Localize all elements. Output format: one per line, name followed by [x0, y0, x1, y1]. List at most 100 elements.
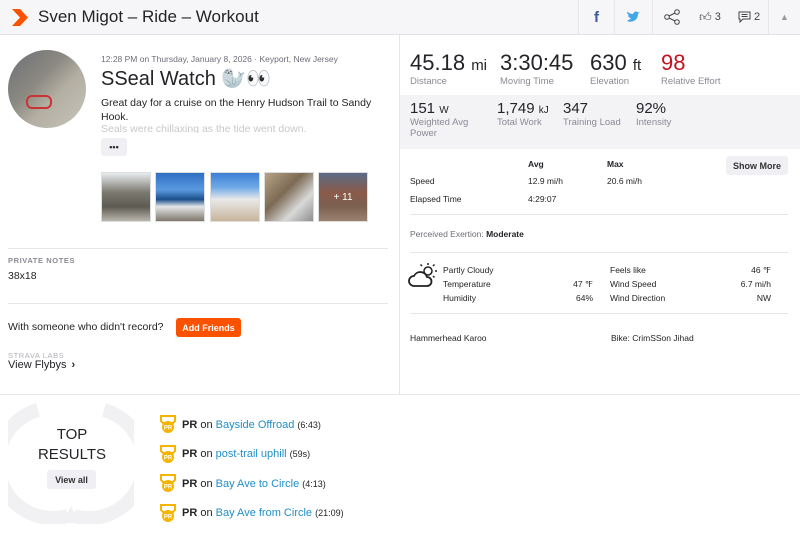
photo-thumbnail[interactable] — [264, 172, 314, 222]
svg-text:PR: PR — [164, 514, 173, 520]
comment-icon — [738, 11, 751, 23]
speed-label: Speed — [410, 176, 435, 186]
collapse-button[interactable]: ▲ — [768, 0, 800, 34]
speed-max: 20.6 mi/h — [607, 176, 642, 186]
secondary-stat-0: 151 W Weighted Avg Power — [410, 100, 478, 139]
pr-result-item: PR PR on Bayside Offroad (6:43) — [160, 415, 321, 434]
kudos-button[interactable]: 👍︎ 3 — [690, 0, 730, 34]
pr-on: on — [200, 448, 213, 460]
partly-cloudy-icon — [408, 263, 437, 287]
header-bar: Sven Migot – Ride – Workout f 👍︎ 3 2 ▲ — [0, 0, 800, 35]
photo-thumbnail[interactable] — [210, 172, 260, 222]
stat-label: Moving Time — [500, 76, 554, 87]
show-more-button[interactable]: Show More — [726, 156, 788, 175]
twitter-share-button[interactable] — [614, 0, 652, 34]
divider — [8, 248, 388, 249]
view-flybys-link[interactable]: View Flybys › — [8, 359, 75, 371]
humidity-value: 64% — [575, 293, 593, 303]
feels-like-value: 46 ℉ — [751, 265, 771, 275]
twitter-icon — [626, 11, 640, 22]
elapsed-time-avg: 4:29:07 — [528, 194, 557, 204]
feels-like-label: Feels like — [610, 265, 646, 275]
segment-time: (6:43) — [297, 419, 321, 430]
humidity-label: Humidity — [443, 293, 477, 303]
pr-medal-icon: PR — [160, 444, 176, 463]
stat-label: Weighted Avg Power — [410, 117, 469, 139]
pr-on: on — [200, 507, 213, 519]
divider — [8, 303, 388, 304]
activity-title: SSeal Watch 🦭👀 — [101, 68, 272, 90]
divider — [410, 214, 788, 215]
stat-0: 45.18 mi Distance — [410, 50, 487, 87]
stat-value: 151 — [410, 100, 436, 117]
svg-text:PR: PR — [164, 455, 173, 461]
stat-unit: mi — [471, 57, 488, 74]
strava-labs-label: STRAVA LABS — [8, 351, 65, 360]
stat-label: Intensity — [636, 117, 672, 128]
activity-meta: 12:28 PM on Thursday, January 8, 2026 · … — [101, 54, 338, 64]
share-button[interactable] — [652, 0, 690, 34]
temperature-label: Temperature — [443, 279, 491, 289]
segment-time: (59s) — [289, 449, 311, 459]
wind-direction-label: Wind Direction — [610, 293, 666, 303]
private-notes-label: PRIVATE NOTES — [8, 256, 76, 265]
stat-value: 630 — [590, 50, 627, 75]
perceived-exertion: Perceived Exertion: Moderate — [410, 229, 524, 239]
more-description-button[interactable]: ••• — [101, 138, 127, 156]
stat-label: Total Work — [497, 117, 542, 128]
stat-1: 3:30:45 Moving Time — [500, 50, 573, 87]
divider — [0, 394, 800, 395]
device-name: Hammerhead Karoo — [410, 333, 487, 343]
pr-medal-icon: PR — [160, 415, 176, 433]
stat-value: 92% — [636, 100, 667, 117]
bike-name[interactable]: Bike: CrimSSon Jihad — [611, 333, 694, 343]
segment-link[interactable]: post-trail uphill — [215, 448, 287, 460]
avg-header: Avg — [528, 159, 544, 169]
more-photos-button[interactable]: + 11 — [318, 172, 368, 222]
pr-result-item: PR PR on Bay Ave from Circle (21:09) — [160, 503, 344, 523]
photo-thumbnail[interactable] — [155, 172, 205, 222]
elapsed-time-label: Elapsed Time — [410, 194, 462, 204]
divider — [410, 313, 788, 314]
segment-link[interactable]: Bayside Offroad — [215, 418, 295, 431]
page-title: Sven Migot – Ride – Workout — [38, 7, 259, 26]
avatar[interactable] — [8, 50, 86, 128]
pr-medal-icon: PR — [160, 503, 176, 522]
stat-unit: kJ — [538, 105, 549, 116]
chevron-right-icon: › — [71, 359, 76, 371]
avatar-bike — [26, 95, 52, 109]
stat-2: 630 ft Elevation — [590, 50, 641, 87]
share-icon — [663, 9, 680, 25]
secondary-stats-band — [400, 95, 800, 149]
secondary-stat-3: 92% Intensity — [636, 100, 716, 128]
photo-thumbnail[interactable] — [101, 172, 151, 222]
facebook-share-button[interactable]: f — [578, 0, 614, 34]
weather-condition: Partly Cloudy — [443, 265, 494, 275]
comments-button[interactable]: 2 — [730, 0, 768, 34]
stat-value: 3:30:45 — [500, 50, 574, 75]
divider — [410, 252, 788, 253]
top-results-title: TOP RESULTS — [22, 425, 122, 465]
activity-description: Great day for a cruise on the Henry Huds… — [101, 97, 372, 123]
caret-up-icon: ▲ — [780, 12, 789, 22]
pr-label: PR — [182, 448, 198, 460]
segment-link[interactable]: Bay Ave to Circle — [215, 477, 300, 490]
pr-medal-icon: PR — [160, 474, 176, 492]
top-results-title-line2: RESULTS — [37, 446, 107, 463]
add-friends-button[interactable]: Add Friends — [176, 318, 241, 337]
pr-label: PR — [182, 477, 198, 490]
view-all-button[interactable]: View all — [47, 470, 96, 489]
svg-text:PR: PR — [164, 426, 173, 432]
stat-unit: W — [439, 105, 449, 116]
pr-on: on — [200, 477, 213, 490]
stat-unit: ft — [632, 57, 642, 74]
secondary-stat-1: 1,749 kJ Total Work — [497, 100, 577, 128]
thumbs-up-icon: 👍︎ — [699, 9, 712, 24]
speed-avg: 12.9 mi/h — [528, 176, 563, 186]
stat-value: 347 — [563, 100, 589, 117]
stat-label: Training Load — [563, 117, 621, 128]
top-results-title-line1: TOP — [56, 426, 88, 443]
segment-link[interactable]: Bay Ave from Circle — [215, 507, 313, 519]
stat-3: 98 Relative Effort — [661, 50, 721, 87]
private-notes-value: 38x18 — [8, 270, 37, 282]
